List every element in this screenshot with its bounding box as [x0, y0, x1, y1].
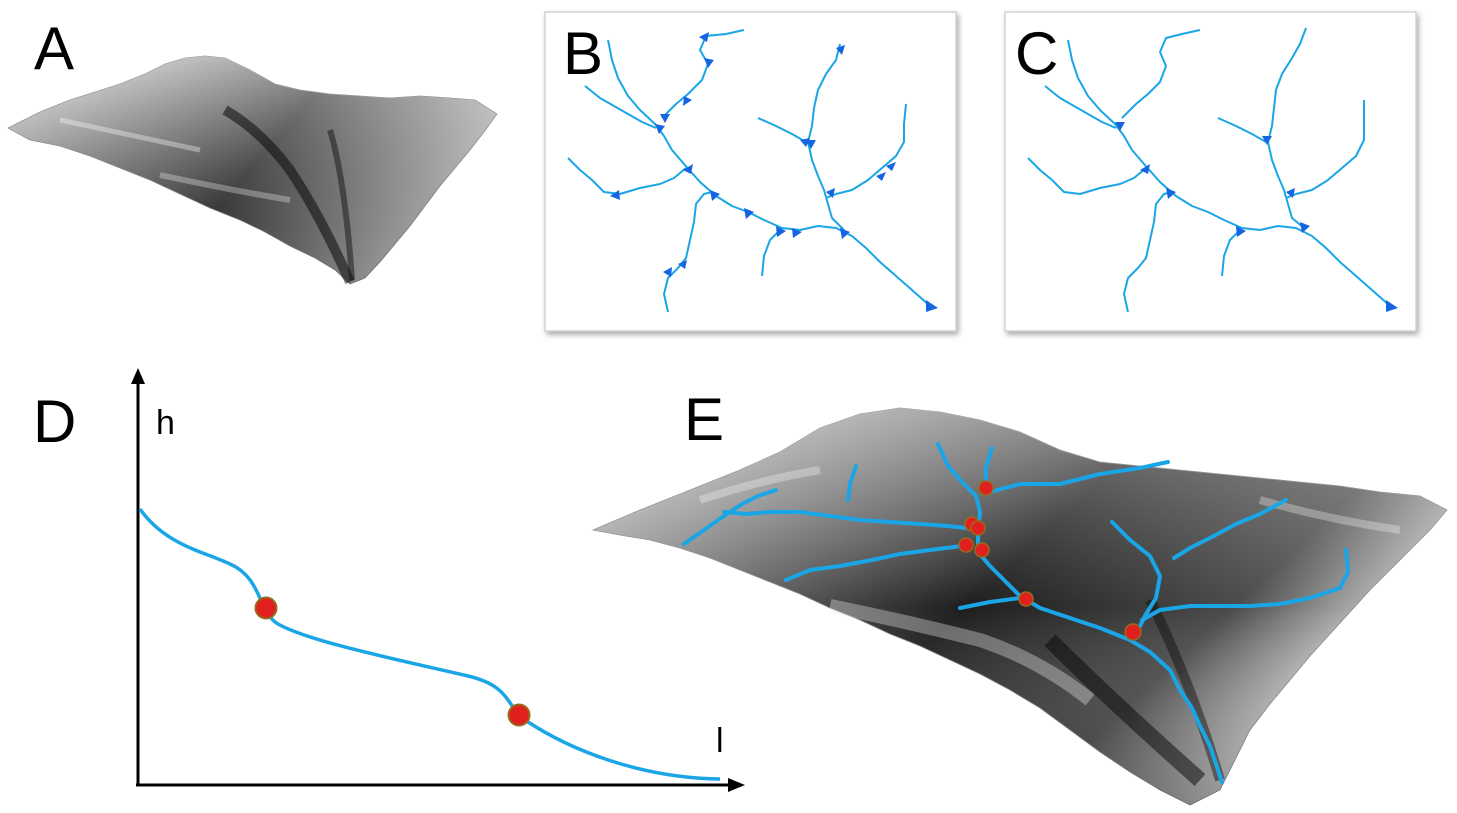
panel-c-frame [1004, 11, 1417, 332]
knickpoint-marker-e6 [1018, 591, 1034, 607]
knickpoint-marker-e4 [958, 537, 974, 553]
panel-e-letter: E [684, 386, 724, 453]
panel-b-letter: B [563, 20, 603, 87]
knickpoint-marker-2 [507, 703, 531, 727]
profile-axes: h l [131, 368, 745, 792]
arrowheads-c [1115, 122, 1398, 312]
knickpoint-marker-1 [254, 596, 278, 620]
panel-a-letter: A [34, 15, 74, 82]
river-network-b [567, 29, 931, 313]
panel-c: C [1004, 11, 1417, 332]
y-axis-arrowhead [131, 368, 145, 384]
x-axis-label: l [716, 722, 724, 760]
y-axis-label: h [156, 404, 175, 442]
terrain-a-image [7, 55, 498, 285]
panel-d-letter: D [33, 388, 76, 455]
panel-d: D h l [33, 368, 745, 792]
profile-curve [138, 508, 721, 781]
panel-c-letter: C [1015, 20, 1058, 87]
river-network-c [1027, 27, 1391, 313]
knickpoint-marker-e3 [970, 520, 986, 536]
panel-a: A [7, 15, 498, 285]
knickpoint-marker-e1 [978, 480, 994, 496]
river-network-e [682, 442, 1350, 784]
knickpoint-marker-e7 [1124, 623, 1142, 641]
panel-b: B [544, 11, 957, 332]
panel-b-frame [544, 11, 957, 332]
knickpoint-marker-e5 [974, 542, 990, 558]
knickpoint-markers-e [958, 480, 1142, 641]
arrowheads-b [610, 32, 938, 312]
panel-e: E [591, 386, 1448, 806]
x-axis-arrowhead [728, 778, 745, 792]
